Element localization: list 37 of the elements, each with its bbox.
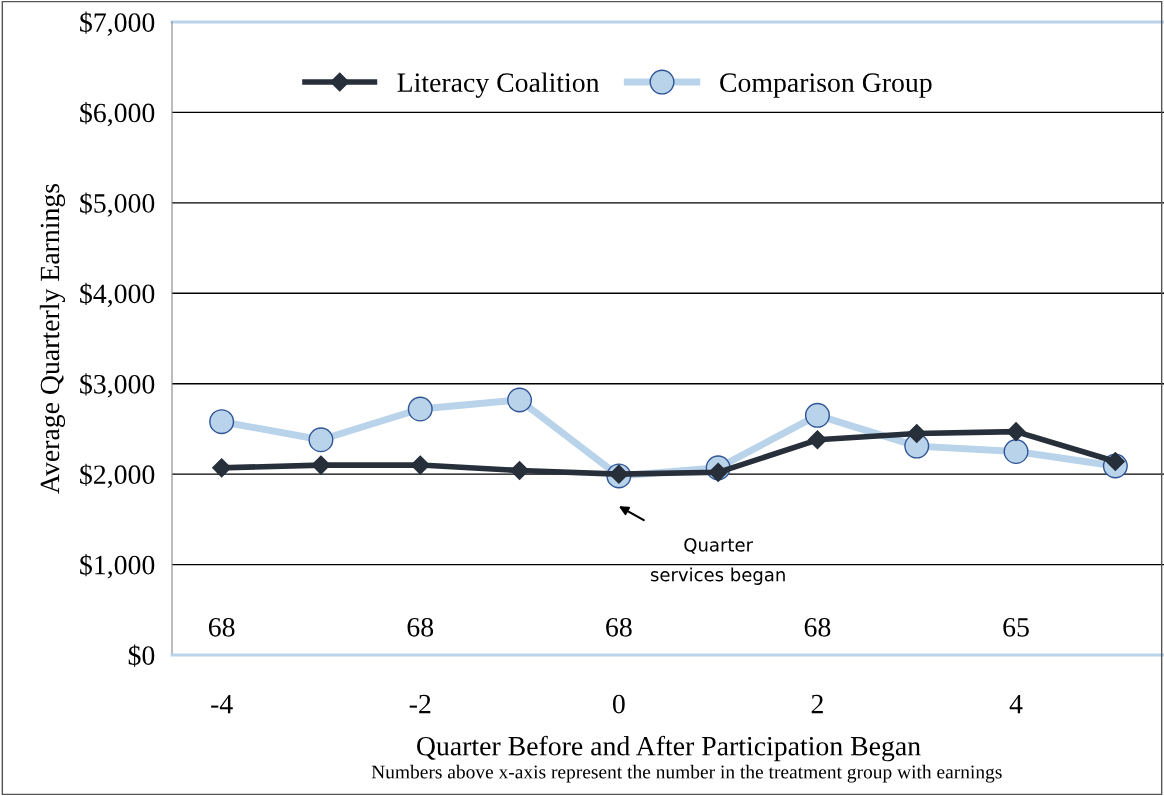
y-tick-label: $1,000 [80,554,155,579]
x-tick-label: 4 [1009,694,1023,714]
x-tick-label: -4 [211,694,233,714]
legend-label: Comparison Group [720,73,932,98]
annotation: 68 [606,617,632,637]
point [804,402,830,428]
x-tick-label: 0 [612,694,625,714]
y-tick-label: $3,000 [80,373,155,398]
point [308,427,334,453]
y-tick-label: $0 [128,644,155,667]
x-axis-title: Quarter Before and After Participation Began [417,735,921,762]
point [407,396,433,422]
text: Numbers above x-axis represent the number in the treatment group with earnings [371,764,1002,783]
annotation: 68 [208,617,235,637]
x-tick-label: -2 [409,694,431,714]
annotation: Quarter services began [650,537,785,585]
point [212,458,232,478]
point [1003,439,1029,465]
point [807,430,827,450]
point [510,460,530,481]
y-axis-title: Average Quarterly Earnings [39,183,66,494]
annotation: 68 [804,617,831,637]
point [311,455,331,475]
y-tick-label: $7,000 [80,11,155,36]
x-tick-label: 2 [811,694,823,714]
y-tick-label: $2,000 [80,463,155,489]
point [507,387,533,413]
point [907,423,927,443]
y-tick-label: $4,000 [80,282,155,308]
point [1006,422,1026,442]
annotation: 65 [1003,617,1029,637]
point [209,409,235,435]
legend-label: Literacy Coalition [397,72,600,98]
y-tick-label: $6,000 [80,101,155,127]
y-tick-label: $5,000 [80,192,155,217]
point [410,455,430,475]
annotation: 68 [407,617,434,637]
